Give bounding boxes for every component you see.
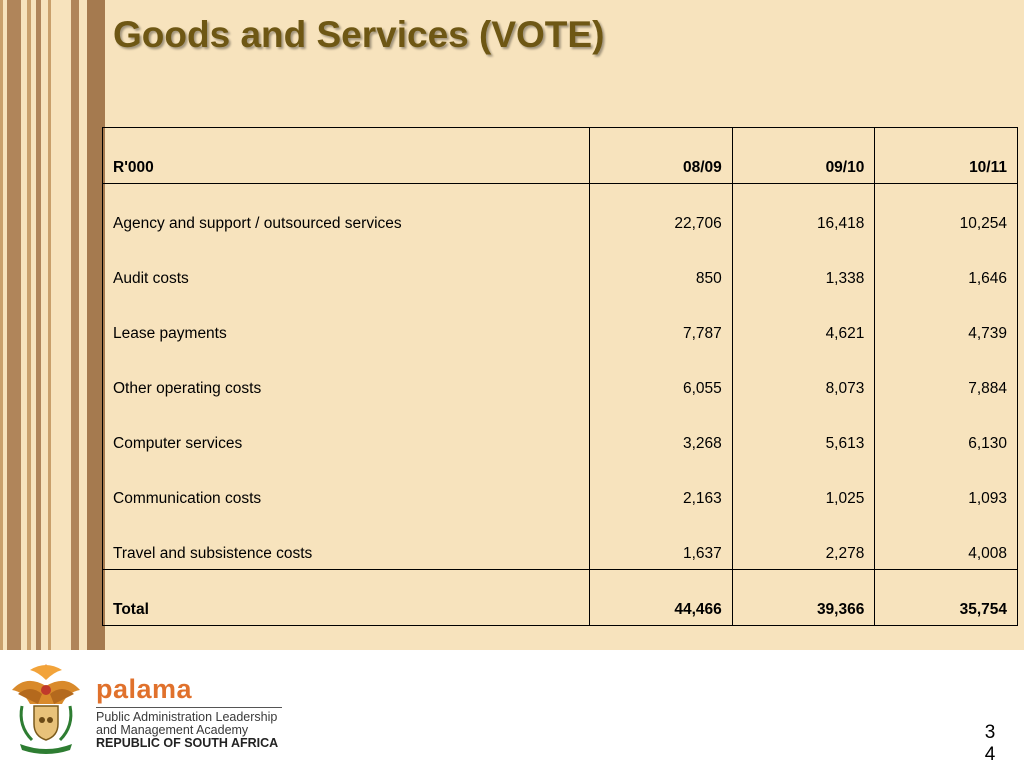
- table-row: Agency and support / outsourced services…: [101, 183, 1018, 239]
- column-header-0809: 08/09: [589, 127, 733, 184]
- cell-value: 7,884: [874, 349, 1018, 404]
- table-row: Other operating costs 6,055 8,073 7,884: [101, 349, 1018, 404]
- country-name: REPUBLIC OF SOUTH AFRICA: [96, 736, 279, 750]
- cell-value: 5,613: [731, 404, 876, 459]
- footer-divider: [96, 707, 282, 708]
- table-row: Audit costs 850 1,338 1,646: [101, 239, 1018, 294]
- cell-value: 850: [589, 239, 733, 294]
- decorative-stripe: [36, 0, 41, 650]
- table-header-row: R'000 08/09 09/10 10/11: [101, 127, 1018, 184]
- total-value: 39,366: [731, 569, 876, 626]
- slide-area: Goods and Services (VOTE) R'000 08/09 09…: [0, 0, 1018, 650]
- column-header-1011: 10/11: [874, 127, 1018, 184]
- cell-value: 2,278: [731, 514, 876, 570]
- cell-value: 1,025: [731, 459, 876, 514]
- cell-value: 4,008: [874, 514, 1018, 570]
- cell-value: 10,254: [874, 183, 1018, 239]
- total-value: 44,466: [589, 569, 733, 626]
- decorative-stripe: [7, 0, 21, 650]
- cell-value: 1,093: [874, 459, 1018, 514]
- page-number: 34: [984, 722, 996, 765]
- palama-logo-word: palama: [96, 674, 193, 704]
- table-row: Lease payments 7,787 4,621 4,739: [101, 294, 1018, 349]
- table-row: Communication costs 2,163 1,025 1,093: [101, 459, 1018, 514]
- table-row: Computer services 3,268 5,613 6,130: [101, 404, 1018, 459]
- cell-value: 4,621: [731, 294, 876, 349]
- cell-value: 2,163: [589, 459, 733, 514]
- cell-value: 1,637: [589, 514, 733, 570]
- org-name-line-1: Public Administration Leadership: [96, 710, 278, 724]
- total-label: Total: [101, 569, 591, 626]
- goods-services-table: R'000 08/09 09/10 10/11 Agency and suppo…: [101, 127, 1018, 626]
- row-label: Other operating costs: [101, 349, 591, 404]
- row-label: Communication costs: [101, 459, 591, 514]
- cell-value: 4,739: [874, 294, 1018, 349]
- table-total-row: Total 44,466 39,366 35,754: [101, 569, 1018, 626]
- row-label: Lease payments: [101, 294, 591, 349]
- org-name-line-2: and Management Academy: [96, 723, 249, 737]
- decorative-stripe: [48, 0, 51, 650]
- row-label: Audit costs: [101, 239, 591, 294]
- cell-value: 7,787: [589, 294, 733, 349]
- coat-of-arms-icon: [12, 664, 80, 754]
- cell-value: 1,646: [874, 239, 1018, 294]
- slide-title: Goods and Services (VOTE): [113, 14, 605, 55]
- cell-value: 8,073: [731, 349, 876, 404]
- column-header-0910: 09/10: [731, 127, 876, 184]
- decorative-stripe: [87, 0, 105, 650]
- decorative-stripe: [0, 0, 3, 650]
- column-header-unit: R'000: [101, 127, 591, 184]
- row-label: Agency and support / outsourced services: [101, 183, 591, 239]
- cell-value: 3,268: [589, 404, 733, 459]
- row-label: Travel and subsistence costs: [101, 514, 591, 570]
- table-row: Travel and subsistence costs 1,637 2,278…: [101, 514, 1018, 570]
- cell-value: 16,418: [731, 183, 876, 239]
- footer: palama Public Administration Leadership …: [0, 650, 1024, 768]
- decorative-stripe: [27, 0, 31, 650]
- cell-value: 6,130: [874, 404, 1018, 459]
- decorative-stripe: [71, 0, 79, 650]
- total-value: 35,754: [874, 569, 1018, 626]
- cell-value: 22,706: [589, 183, 733, 239]
- cell-value: 1,338: [731, 239, 876, 294]
- row-label: Computer services: [101, 404, 591, 459]
- cell-value: 6,055: [589, 349, 733, 404]
